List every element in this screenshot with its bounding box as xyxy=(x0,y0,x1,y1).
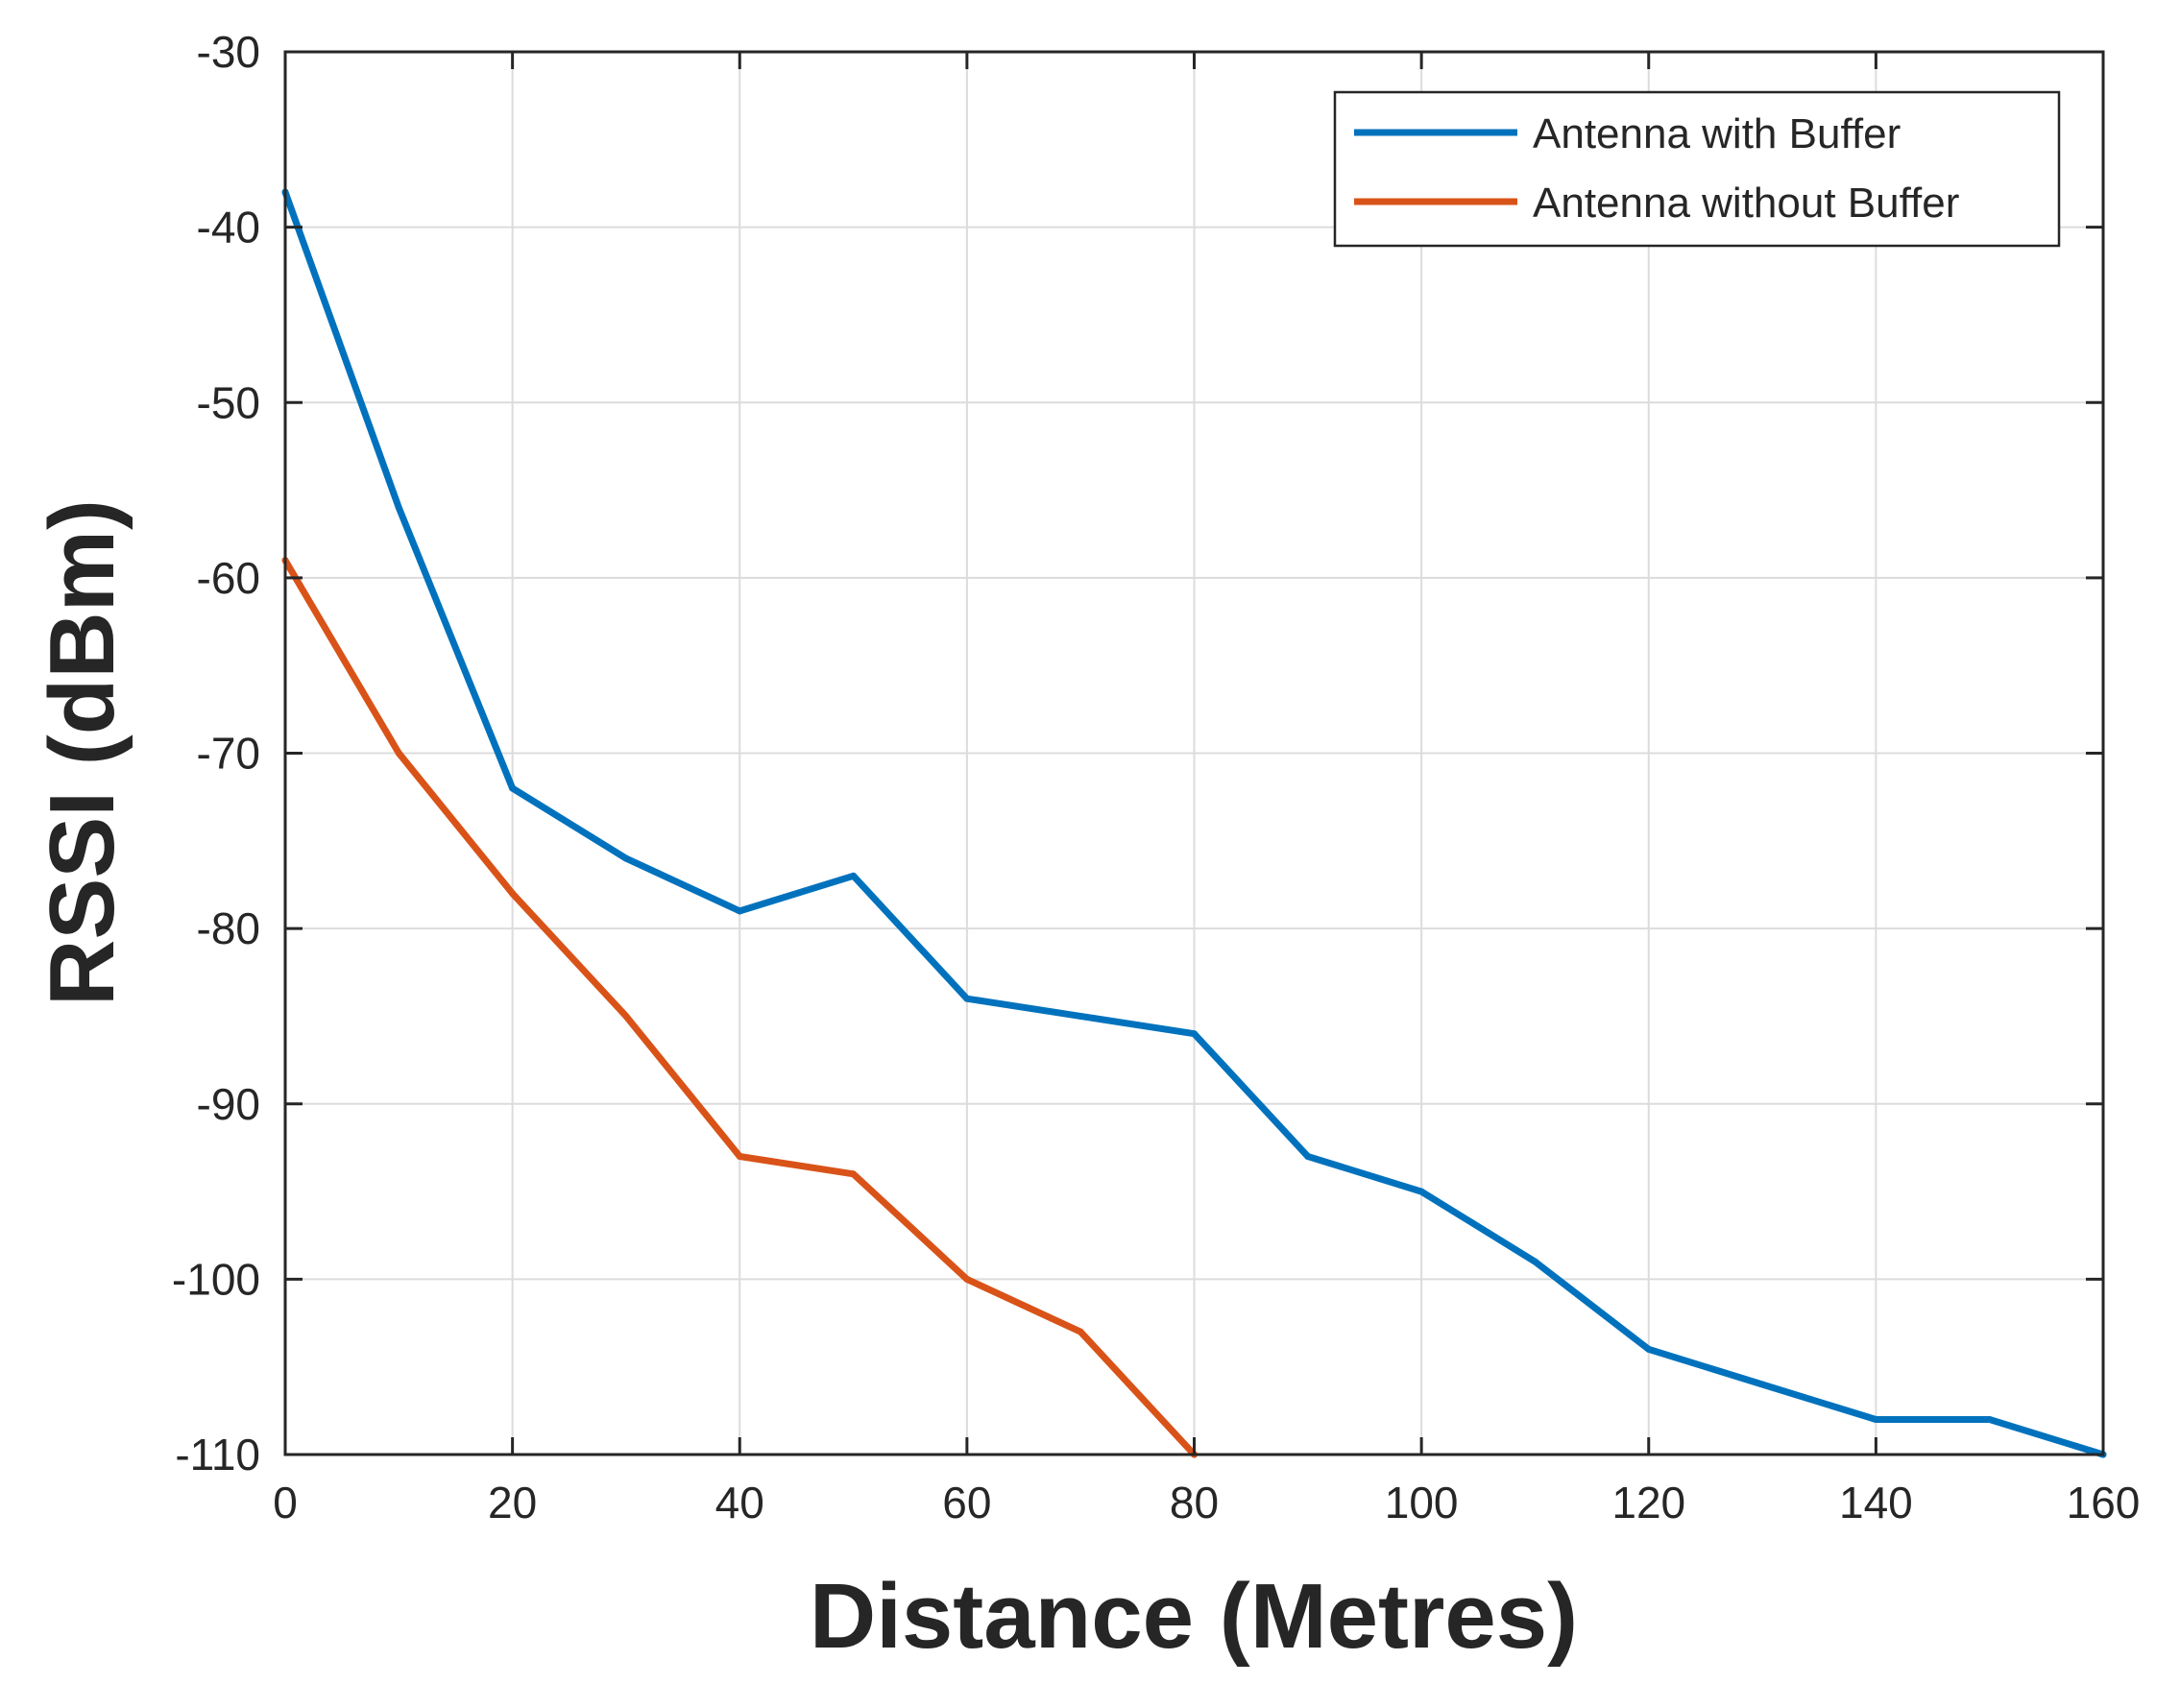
legend-box xyxy=(1333,90,2061,248)
y-tick-label-neg30: -30 xyxy=(197,27,260,77)
y-tick-label-neg40: -40 xyxy=(197,203,260,253)
legend-label-antenna-without-buffer: Antenna without Buffer xyxy=(1533,180,1959,227)
grid-lines xyxy=(284,51,2104,1455)
data-point-antenna-with-buffer-20 xyxy=(509,784,517,792)
x-tick-label-120: 120 xyxy=(1611,1478,1685,1528)
y-tick-label-neg110: -110 xyxy=(175,1430,260,1479)
data-point-antenna-without-buffer-50 xyxy=(850,1170,858,1178)
data-point-antenna-with-buffer-110 xyxy=(1531,1258,1538,1265)
data-point-antenna-with-buffer-40 xyxy=(736,907,743,915)
y-tick-labels: -30 -40 -50 -60 -70 -80 -90 -100 -110 xyxy=(172,27,260,1479)
data-point-antenna-with-buffer-10 xyxy=(395,504,402,512)
data-point-antenna-without-buffer-70 xyxy=(1077,1328,1084,1335)
data-point-antenna-with-buffer-140 xyxy=(1872,1415,1879,1423)
axis-ticks xyxy=(283,50,2105,1456)
x-tick-label-0: 0 xyxy=(273,1478,298,1528)
x-tick-labels: 0 20 40 60 80 100 120 140 160 xyxy=(273,1478,2140,1528)
data-point-antenna-with-buffer-50 xyxy=(850,872,858,879)
x-tick-label-20: 20 xyxy=(488,1478,537,1528)
x-tick-label-140: 140 xyxy=(1839,1478,1913,1528)
x-tick-label-160: 160 xyxy=(2067,1478,2141,1528)
y-tick-label-neg70: -70 xyxy=(197,729,260,779)
data-point-antenna-with-buffer-130 xyxy=(1758,1381,1766,1388)
x-axis-title: Distance (Metres) xyxy=(810,1565,1578,1668)
data-point-antenna-without-buffer-10 xyxy=(395,750,402,757)
data-point-antenna-with-buffer-90 xyxy=(1304,1153,1312,1161)
x-tick-label-60: 60 xyxy=(942,1478,991,1528)
y-tick-label-neg100: -100 xyxy=(172,1254,260,1304)
x-tick-label-80: 80 xyxy=(1170,1478,1219,1528)
series-lines xyxy=(281,188,2107,1458)
legend: Antenna with Buffer Antenna without Buff… xyxy=(1333,90,2061,248)
y-tick-label-neg90: -90 xyxy=(197,1079,260,1129)
data-point-antenna-without-buffer-30 xyxy=(622,1012,630,1020)
data-point-antenna-with-buffer-100 xyxy=(1417,1188,1425,1195)
y-axis-title: RSSI (dBm) xyxy=(31,499,133,1006)
data-point-antenna-with-buffer-120 xyxy=(1645,1345,1653,1353)
data-point-antenna-without-buffer-60 xyxy=(963,1275,971,1283)
data-point-antenna-with-buffer-150 xyxy=(1986,1415,1994,1423)
data-point-antenna-with-buffer-60 xyxy=(963,995,971,1002)
data-point-antenna-without-buffer-20 xyxy=(509,890,517,898)
data-point-antenna-without-buffer-40 xyxy=(736,1153,743,1161)
y-tick-label-neg80: -80 xyxy=(197,903,260,953)
data-point-antenna-with-buffer-70 xyxy=(1077,1012,1084,1020)
x-tick-label-100: 100 xyxy=(1385,1478,1459,1528)
data-point-antenna-with-buffer-30 xyxy=(622,854,630,862)
y-tick-label-neg60: -60 xyxy=(197,553,260,603)
data-point-antenna-with-buffer-80 xyxy=(1191,1030,1198,1038)
y-tick-label-neg50: -50 xyxy=(197,377,260,427)
x-tick-label-40: 40 xyxy=(715,1478,764,1528)
legend-label-antenna-with-buffer: Antenna with Buffer xyxy=(1533,110,1901,157)
